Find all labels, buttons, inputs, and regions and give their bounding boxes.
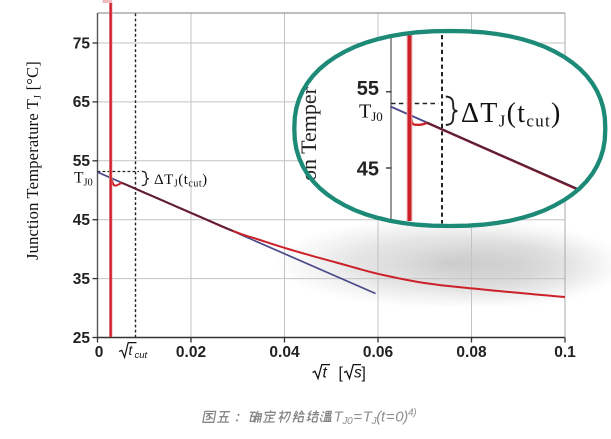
svg-text:0: 0 (95, 344, 104, 361)
svg-text:ΔTJ(tcut): ΔTJ(tcut) (461, 98, 562, 131)
svg-text:55: 55 (73, 153, 91, 170)
svg-text:45: 45 (73, 212, 91, 229)
svg-text:TJ0 = TJ(t = 0)4): TJ0 = TJ(t = 0)4) (334, 408, 417, 428)
svg-text:t: t (129, 343, 134, 358)
svg-text:0.02: 0.02 (176, 344, 206, 361)
svg-text:[: [ (339, 365, 344, 382)
svg-text:s: s (354, 365, 362, 382)
svg-text:25: 25 (73, 330, 91, 347)
svg-text:]: ] (362, 365, 366, 382)
svg-text:0.1: 0.1 (554, 344, 576, 361)
svg-text:0.04: 0.04 (269, 344, 300, 361)
svg-text:t: t (323, 365, 328, 382)
svg-text:75: 75 (73, 35, 91, 52)
svg-text:35: 35 (73, 271, 91, 288)
svg-text:0.08: 0.08 (456, 344, 487, 361)
svg-text:55: 55 (357, 78, 379, 100)
svg-text:Junction Temperature TJ [°C]: Junction Temperature TJ [°C] (23, 61, 44, 260)
svg-text:0.06: 0.06 (363, 344, 394, 361)
svg-text:45: 45 (357, 159, 379, 181)
svg-text:cut: cut (135, 350, 148, 361)
svg-text:65: 65 (73, 94, 91, 111)
